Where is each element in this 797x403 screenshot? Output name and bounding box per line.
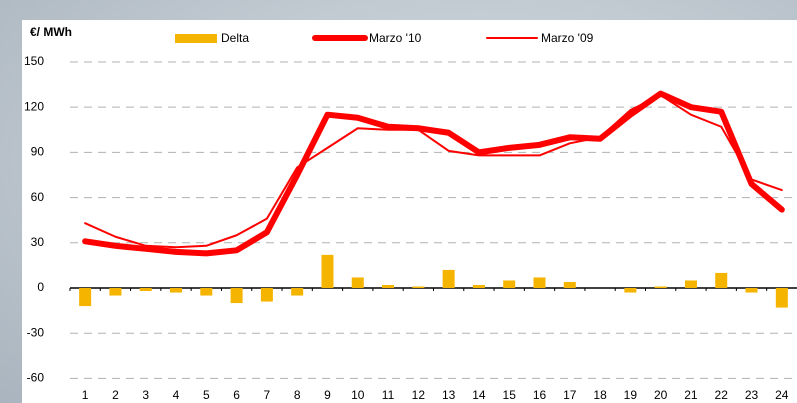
bar bbox=[200, 288, 213, 296]
bar bbox=[624, 288, 637, 293]
x-tick-label: 9 bbox=[324, 388, 331, 402]
bar bbox=[170, 288, 183, 293]
y-tick-label: 30 bbox=[31, 235, 45, 249]
bar bbox=[472, 284, 485, 288]
bar bbox=[684, 280, 697, 288]
x-tick-label: 10 bbox=[351, 388, 365, 402]
x-tick-label: 11 bbox=[382, 388, 395, 402]
bar bbox=[139, 288, 152, 292]
bar bbox=[321, 254, 334, 288]
bar bbox=[442, 269, 455, 288]
x-tick-label: 14 bbox=[472, 388, 486, 402]
legend-label: Marzo '09 bbox=[541, 31, 594, 45]
y-tick-label: 120 bbox=[24, 99, 44, 113]
x-tick-label: 24 bbox=[775, 388, 789, 402]
y-tick-label: -60 bbox=[27, 371, 45, 385]
x-tick-label: 22 bbox=[715, 388, 729, 402]
x-tick-label: 5 bbox=[203, 388, 210, 402]
bar bbox=[533, 277, 546, 288]
bar bbox=[745, 288, 758, 293]
y-axis-label: €/ MWh bbox=[30, 25, 72, 39]
bar bbox=[563, 281, 576, 288]
x-tick-label: 4 bbox=[173, 388, 180, 402]
x-tick-label: 12 bbox=[412, 388, 426, 402]
bar bbox=[79, 288, 92, 307]
x-tick-label: 21 bbox=[684, 388, 698, 402]
x-tick-label: 6 bbox=[233, 388, 240, 402]
line bbox=[84, 94, 783, 249]
bar bbox=[260, 288, 273, 302]
y-tick-label: 150 bbox=[24, 54, 44, 68]
x-tick-label: 15 bbox=[503, 388, 517, 402]
bar bbox=[503, 280, 516, 288]
y-tick-label: 90 bbox=[31, 145, 45, 159]
bar bbox=[230, 288, 243, 304]
y-tick-label: 60 bbox=[31, 190, 45, 204]
x-tick-label: 23 bbox=[745, 388, 759, 402]
x-tick-label: 3 bbox=[142, 388, 149, 402]
x-tick-label: 18 bbox=[593, 388, 607, 402]
bar bbox=[775, 288, 788, 308]
bar bbox=[715, 272, 728, 288]
bar bbox=[351, 277, 364, 288]
bar bbox=[654, 286, 667, 288]
x-tick-label: 20 bbox=[654, 388, 668, 402]
x-tick-label: 19 bbox=[624, 388, 638, 402]
legend-label: Delta bbox=[221, 31, 249, 45]
x-tick-label: 1 bbox=[82, 388, 89, 402]
legend-label: Marzo '10 bbox=[369, 31, 422, 45]
x-tick-label: 2 bbox=[112, 388, 119, 402]
bar bbox=[412, 286, 425, 288]
x-tick-label: 7 bbox=[264, 388, 271, 402]
legend-swatch bbox=[175, 34, 217, 43]
bar bbox=[109, 288, 122, 296]
x-tick-label: 17 bbox=[563, 388, 577, 402]
x-tick-label: 13 bbox=[442, 388, 456, 402]
line bbox=[82, 90, 785, 257]
y-tick-label: -30 bbox=[27, 325, 45, 339]
x-tick-label: 8 bbox=[294, 388, 301, 402]
bar bbox=[382, 284, 395, 288]
bar bbox=[291, 288, 304, 296]
y-tick-label: 0 bbox=[37, 280, 44, 294]
chart-panel bbox=[22, 20, 797, 403]
x-tick-label: 16 bbox=[533, 388, 547, 402]
